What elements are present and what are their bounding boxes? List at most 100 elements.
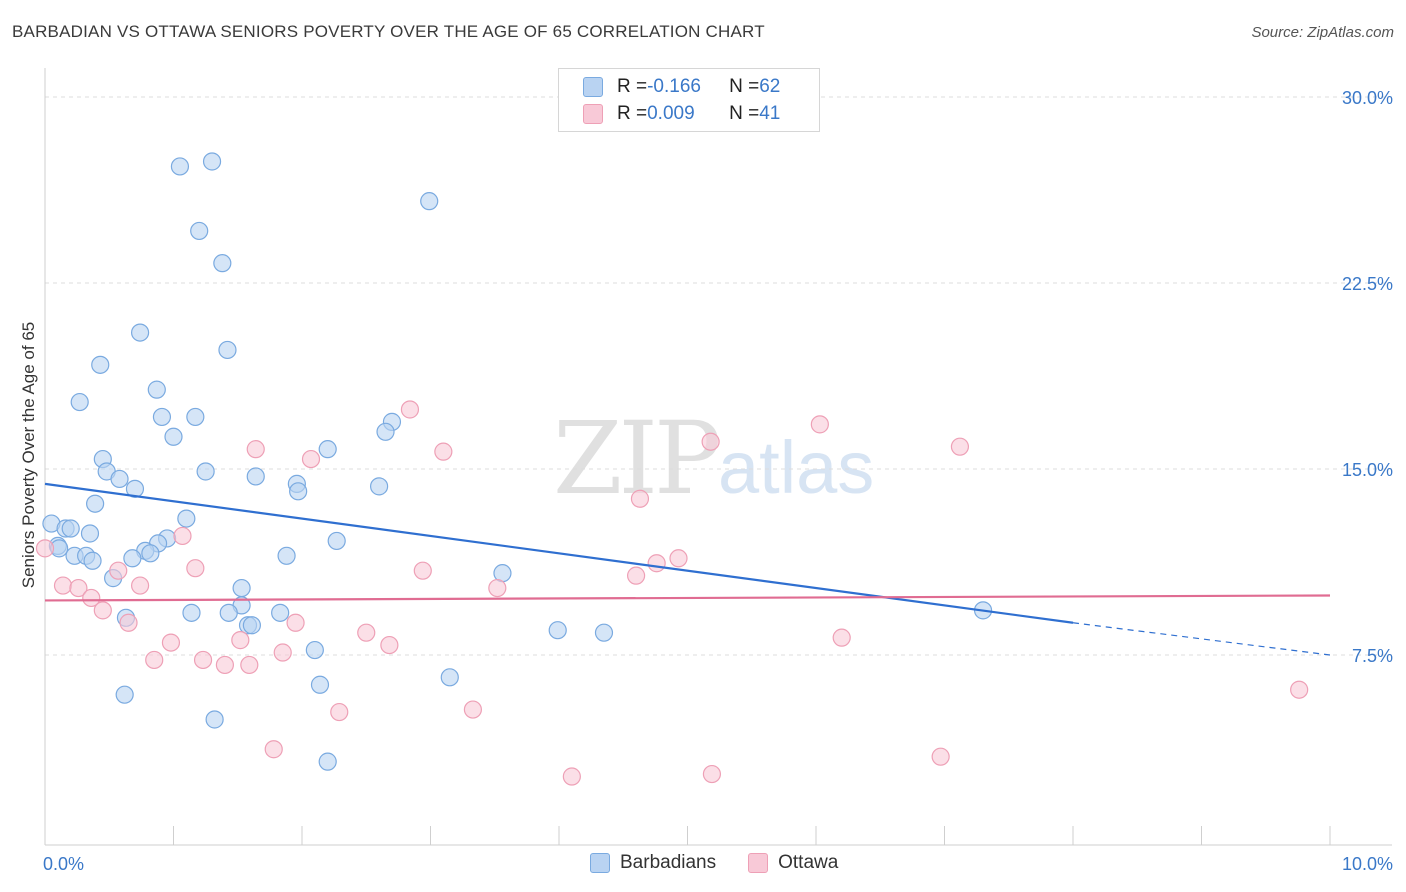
barbadians-trendline-extension xyxy=(1072,622,1331,656)
legend-r-value: 0.009 xyxy=(647,103,695,124)
barbadians-point xyxy=(219,603,238,622)
y-tick-label: 7.5% xyxy=(1352,646,1393,666)
barbadians-point xyxy=(271,603,290,622)
y-tick-label: 30.0% xyxy=(1342,88,1393,108)
barbadians-point xyxy=(205,710,224,729)
ottawa-point xyxy=(400,400,420,419)
ottawa-point xyxy=(119,613,138,632)
ottawa-point xyxy=(35,539,55,558)
source-label: Source: ZipAtlas.com xyxy=(1251,24,1394,41)
ottawa-point xyxy=(626,566,646,585)
ottawa-point xyxy=(832,628,851,647)
ottawa-point xyxy=(193,650,213,670)
ottawa-point xyxy=(463,700,483,719)
barbadians-point xyxy=(242,616,261,635)
barbadians-point xyxy=(80,524,100,543)
ottawa-point xyxy=(702,764,722,784)
ottawa-point xyxy=(186,559,205,578)
barbadians-point xyxy=(277,546,296,565)
correlation-legend: R = -0.166 N = 62 R = 0.009 N = 41 xyxy=(558,68,820,132)
ottawa-point xyxy=(330,702,349,722)
legend-n-label: N = xyxy=(729,76,760,97)
barbadians-point xyxy=(70,392,89,412)
ottawa-point xyxy=(240,655,259,675)
ottawa-point xyxy=(173,526,192,546)
legend-row-ottawa: R = 0.009 N = 41 xyxy=(583,101,780,127)
ottawa-point xyxy=(215,655,234,675)
barbadians-point xyxy=(61,519,80,538)
ottawa-point xyxy=(93,601,112,620)
ottawa-point xyxy=(109,561,128,580)
legend-r-label: R = xyxy=(617,103,648,124)
ottawa-point xyxy=(231,631,250,650)
ottawa-point xyxy=(286,613,305,632)
barbadians-point xyxy=(186,407,205,427)
barbadians-point xyxy=(110,469,129,489)
ottawa-point xyxy=(931,747,950,766)
legend-r-value: -0.166 xyxy=(647,76,701,97)
barbadians-point xyxy=(86,494,105,513)
ottawa-point xyxy=(273,643,292,662)
ottawa-point xyxy=(246,440,265,459)
ottawa-point xyxy=(69,578,88,598)
barbadians-point xyxy=(232,578,251,598)
barbadians-point xyxy=(318,752,337,771)
barbadians-point xyxy=(376,422,395,441)
barbadians-point xyxy=(152,407,172,427)
ottawa-point xyxy=(647,554,666,573)
barbadians-swatch xyxy=(583,77,603,97)
legend-item-barbadians: Barbadians xyxy=(590,852,716,874)
y-axis-label: Seniors Poverty Over the Age of 65 xyxy=(19,322,38,588)
ottawa-point xyxy=(810,415,829,434)
barbadians-point xyxy=(83,551,102,570)
barbadians-swatch xyxy=(590,853,610,873)
barbadians-point xyxy=(370,477,389,496)
barbadians-point xyxy=(305,640,324,660)
ottawa-point xyxy=(950,437,970,456)
barbadians-point xyxy=(246,467,265,486)
legend-item-ottawa: Ottawa xyxy=(748,852,838,874)
x-tick-label: 10.0% xyxy=(1342,854,1393,874)
barbadians-point xyxy=(318,440,337,459)
ottawa-swatch xyxy=(748,853,769,873)
ottawa-point xyxy=(161,633,181,652)
ottawa-point xyxy=(53,576,73,595)
barbadians-point xyxy=(91,355,110,374)
legend-label-barbadians: Barbadians xyxy=(620,852,717,873)
ottawa-swatch xyxy=(583,104,603,124)
ottawa-point xyxy=(357,623,376,642)
barbadians-point xyxy=(125,479,145,498)
barbadians-point xyxy=(177,509,196,528)
barbadians-trendline xyxy=(44,482,1074,624)
y-tick-label: 22.5% xyxy=(1342,274,1393,294)
ottawa-point xyxy=(264,740,283,759)
barbadians-point xyxy=(548,621,567,640)
legend-n-label: N = xyxy=(729,103,760,124)
ottawa-point xyxy=(562,767,581,786)
series-legend: Barbadians Ottawa xyxy=(590,852,870,874)
ottawa-point xyxy=(488,578,507,598)
legend-r-label: R = xyxy=(617,76,648,97)
barbadians-point xyxy=(141,544,160,563)
barbadians-point xyxy=(123,549,142,568)
barbadians-point xyxy=(420,192,439,211)
x-tick-label: 0.0% xyxy=(43,854,84,874)
barbadians-point xyxy=(147,380,166,399)
barbadians-point xyxy=(218,340,237,360)
ottawa-point xyxy=(630,489,650,508)
watermark-atlas: atlas xyxy=(718,426,875,509)
barbadians-point xyxy=(440,668,459,687)
ottawa-point xyxy=(669,549,688,568)
y-tick-label: 15.0% xyxy=(1342,460,1393,480)
chart-title: BARBADIAN VS OTTAWA SENIORS POVERTY OVER… xyxy=(12,22,765,41)
ottawa-point xyxy=(301,449,321,469)
ottawa-point xyxy=(701,432,720,451)
barbadians-point xyxy=(213,254,232,273)
ottawa-point xyxy=(1290,680,1309,699)
barbadians-point xyxy=(170,157,190,176)
barbadians-point xyxy=(115,685,134,704)
barbadians-point xyxy=(196,462,215,481)
ottawa-point xyxy=(145,650,164,670)
ottawa-trendline xyxy=(44,594,1331,602)
